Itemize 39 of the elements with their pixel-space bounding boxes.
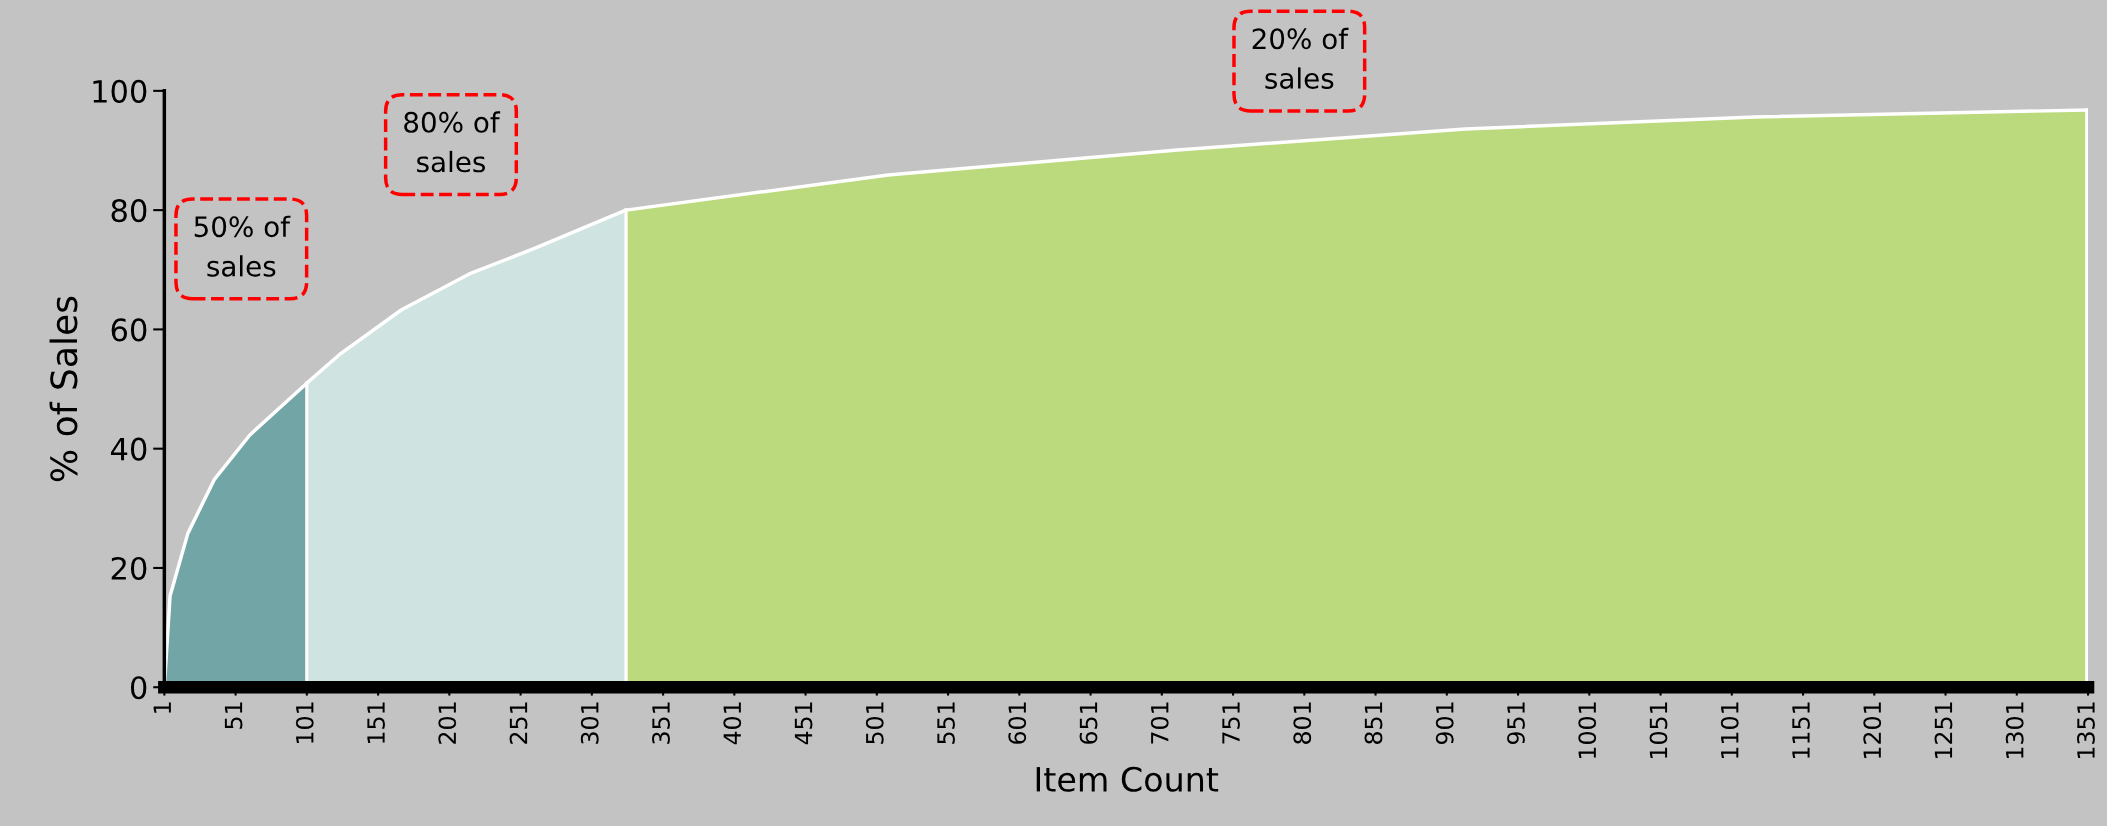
- x-tick-label: 801: [1293, 702, 1312, 744]
- y-tick-label: 40: [110, 437, 147, 461]
- x-axis-title: Item Count: [1036, 766, 1219, 792]
- x-tick-label: 201: [438, 702, 457, 744]
- x-tick-label: 751: [1222, 702, 1240, 744]
- y-tick-label: 100: [93, 79, 147, 103]
- x-tick-label: 651: [1079, 702, 1098, 744]
- x-tick-label: 1151: [1792, 702, 1810, 758]
- x-tick-label: 251: [509, 702, 528, 744]
- x-tick-label: 1201: [1863, 702, 1882, 758]
- x-tick-label: 601: [1008, 702, 1027, 744]
- x-tick-label: 1351: [2077, 702, 2095, 758]
- x-tick-label: 1: [153, 702, 171, 713]
- x-tick-label: 401: [723, 702, 742, 745]
- y-tick-label: 80: [111, 199, 147, 223]
- x-tick-label: 1301: [2005, 702, 2024, 758]
- x-tick-label: 551: [937, 702, 955, 744]
- x-tick-label: 1001: [1578, 702, 1597, 758]
- y-tick-label: 60: [111, 318, 147, 342]
- x-tick-label: 851: [1364, 702, 1383, 744]
- x-tick-label: 101: [295, 702, 314, 743]
- y-tick-label: 0: [130, 676, 147, 700]
- x-tick-label: 701: [1150, 702, 1169, 744]
- y-axis-title: % of Sales: [49, 296, 78, 482]
- x-tick-label: 501: [865, 702, 884, 744]
- annotation: 80% of sales: [404, 111, 501, 173]
- x-tick-label: 1051: [1649, 702, 1668, 758]
- x-tick-label: 351: [652, 702, 670, 744]
- x-tick-label: 301: [580, 702, 599, 744]
- x-tick-label: 1101: [1720, 702, 1739, 758]
- x-tick-label: 51: [224, 702, 243, 729]
- x-tick-label: 951: [1507, 702, 1525, 745]
- x-tick-label: 151: [367, 702, 385, 743]
- y-tick-label: 20: [111, 556, 147, 580]
- x-tick-label: 1251: [1934, 702, 1953, 758]
- annotation: 50% of sales: [194, 215, 291, 277]
- text: 20% of sales: [1252, 27, 1349, 89]
- x-tick-label: 901: [1435, 702, 1454, 745]
- x-tick-label: 451: [794, 702, 813, 745]
